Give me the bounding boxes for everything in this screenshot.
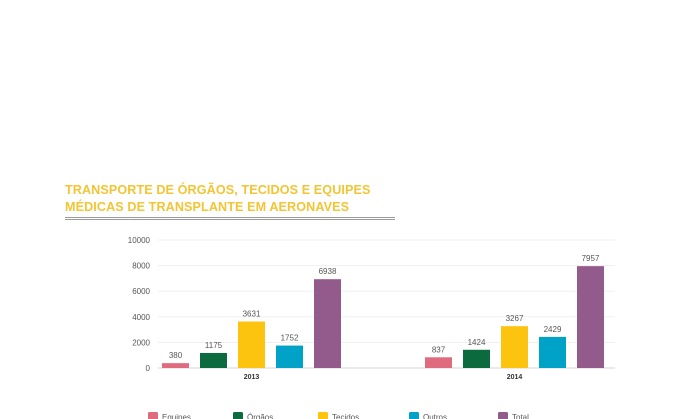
legend-swatch bbox=[409, 412, 419, 419]
legend-label: Total bbox=[512, 413, 529, 419]
chart-title-line-2: MÉDICAS DE TRANSPLANTE EM AERONAVES bbox=[65, 200, 350, 214]
data-label: 837 bbox=[432, 345, 446, 354]
legend-swatch bbox=[318, 412, 328, 419]
data-label: 7957 bbox=[582, 254, 600, 263]
legend-label: Tecidos bbox=[332, 413, 359, 419]
bar bbox=[162, 363, 189, 368]
data-label: 380 bbox=[169, 351, 183, 360]
y-tick-label: 2000 bbox=[132, 338, 150, 347]
chart-title-line-1: TRANSPORTE DE ÓRGÃOS, TECIDOS E EQUIPES bbox=[65, 183, 371, 197]
bar bbox=[425, 357, 452, 368]
bar bbox=[501, 326, 528, 368]
chart-title: TRANSPORTE DE ÓRGÃOS, TECIDOS E EQUIPES … bbox=[65, 182, 395, 220]
bar bbox=[539, 336, 566, 368]
legend-swatch bbox=[498, 412, 508, 419]
bar bbox=[463, 349, 490, 368]
legend-swatch bbox=[233, 412, 243, 419]
y-tick-label: 0 bbox=[146, 364, 151, 373]
bar bbox=[200, 352, 227, 368]
legend-label: Equipes bbox=[162, 413, 191, 419]
data-label: 2429 bbox=[544, 325, 562, 334]
y-tick-label: 6000 bbox=[132, 287, 150, 296]
y-tick-label: 10000 bbox=[128, 236, 151, 245]
x-tick-label: 2014 bbox=[507, 374, 523, 381]
data-label: 6938 bbox=[319, 267, 337, 276]
y-tick-label: 4000 bbox=[132, 313, 150, 322]
title-underline bbox=[65, 217, 395, 220]
data-label: 3631 bbox=[243, 310, 261, 319]
data-label: 1424 bbox=[468, 338, 486, 347]
bar bbox=[577, 266, 604, 368]
y-tick-label: 8000 bbox=[132, 262, 150, 271]
data-label: 1752 bbox=[281, 334, 299, 343]
legend-swatch bbox=[148, 412, 158, 419]
bar bbox=[314, 279, 341, 368]
x-tick-label: 2013 bbox=[244, 374, 260, 381]
legend-label: Órgãos bbox=[247, 413, 273, 419]
bar bbox=[276, 345, 303, 368]
legend-label: Outros bbox=[423, 413, 447, 419]
bar bbox=[238, 321, 265, 368]
data-label: 1175 bbox=[205, 341, 223, 350]
data-label: 3267 bbox=[506, 314, 524, 323]
